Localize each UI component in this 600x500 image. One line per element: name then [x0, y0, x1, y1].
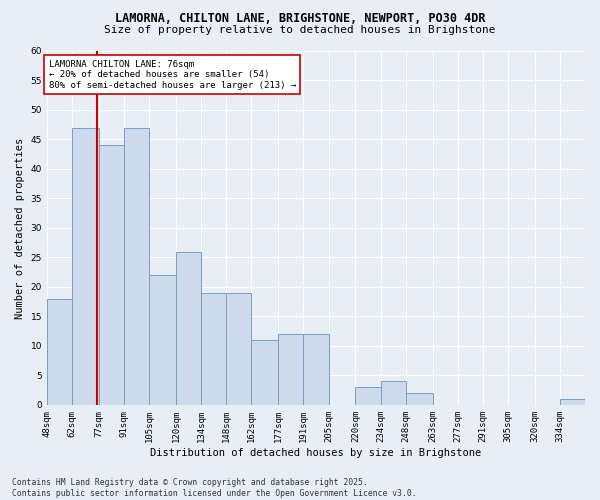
Bar [176, 252, 201, 405]
Bar [99, 146, 124, 405]
Bar [251, 340, 278, 405]
Bar [124, 128, 149, 405]
X-axis label: Distribution of detached houses by size in Brighstone: Distribution of detached houses by size … [151, 448, 482, 458]
Text: LAMORNA, CHILTON LANE, BRIGHSTONE, NEWPORT, PO30 4DR: LAMORNA, CHILTON LANE, BRIGHSTONE, NEWPO… [115, 12, 485, 26]
Bar [304, 334, 329, 405]
Bar [47, 298, 72, 405]
Y-axis label: Number of detached properties: Number of detached properties [15, 138, 25, 318]
Bar [72, 128, 99, 405]
Bar [355, 387, 380, 405]
Bar [560, 399, 585, 405]
Bar [380, 381, 406, 405]
Bar [278, 334, 304, 405]
Bar [149, 275, 176, 405]
Text: Size of property relative to detached houses in Brighstone: Size of property relative to detached ho… [104, 25, 496, 35]
Bar [406, 393, 433, 405]
Bar [226, 293, 251, 405]
Text: Contains HM Land Registry data © Crown copyright and database right 2025.
Contai: Contains HM Land Registry data © Crown c… [12, 478, 416, 498]
Bar [201, 293, 226, 405]
Text: LAMORNA CHILTON LANE: 76sqm
← 20% of detached houses are smaller (54)
80% of sem: LAMORNA CHILTON LANE: 76sqm ← 20% of det… [49, 60, 296, 90]
